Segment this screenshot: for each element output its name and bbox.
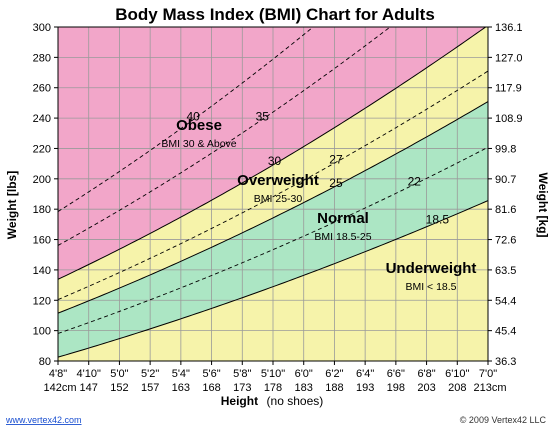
bmi-dashed-line xyxy=(58,70,488,301)
x-axis-title-main: Height xyxy=(221,394,258,408)
x-tick-label-cm: 152 xyxy=(110,382,128,394)
underweight-range: BMI < 18.5 xyxy=(405,281,456,293)
x-tick-label-ft: 5'4" xyxy=(172,368,190,380)
x-tick-label-cm: 198 xyxy=(387,382,405,394)
x-tick-label-cm: 147 xyxy=(80,382,98,394)
bmi-line-label: 22 xyxy=(408,174,422,188)
axes: 80 100 120 140 160 180 200 220 240 260 280 300 36.3 4… xyxy=(33,22,523,394)
obese-range: BMI 30 & Above xyxy=(161,138,236,150)
x-axis-title-note: (no shoes) xyxy=(267,394,324,408)
x-tick-label-ft: 6'0" xyxy=(295,368,313,380)
obese-region xyxy=(58,27,486,280)
chart-title: Body Mass Index (BMI) Chart for Adults xyxy=(115,5,435,24)
x-tick-label-ft: 4'10" xyxy=(77,368,101,380)
x-tick-label-cm: 183 xyxy=(295,382,313,394)
y-axis-right-title: Weight [kg] xyxy=(536,172,550,237)
y-tick-label-right: 99.8 xyxy=(495,143,516,155)
y-tick-label-right: 108.9 xyxy=(495,113,523,125)
y-tick-label-right: 36.3 xyxy=(495,356,516,368)
x-tick-label-ft: 7'0" xyxy=(479,368,497,380)
y-tick-label-left: 140 xyxy=(33,265,51,277)
bmi-line-label: 27 xyxy=(329,152,343,166)
x-tick-label-cm: 208 xyxy=(448,382,466,394)
bmi-dashed-line xyxy=(58,27,314,212)
bmi-line-label: 25 xyxy=(329,176,343,190)
x-tick-label-ft: 5'2" xyxy=(141,368,159,380)
y-tick-label-right: 63.5 xyxy=(495,265,516,277)
x-tick-label-ft: 6'2" xyxy=(325,368,343,380)
bmi-lines xyxy=(58,27,488,358)
x-tick-label-ft: 6'8" xyxy=(417,368,435,380)
y-axis-left-title: Weight [lbs] xyxy=(5,171,19,239)
y-tick-label-left: 120 xyxy=(33,295,51,307)
bmi-boundary-line xyxy=(58,200,488,358)
x-tick-label-cm: 178 xyxy=(264,382,282,394)
x-tick-label-ft: 5'10" xyxy=(261,368,285,380)
region-labels: Obese BMI 30 & Above Overweight BMI 25-30 No… xyxy=(161,117,476,293)
y-tick-label-right: 117.9 xyxy=(495,83,522,95)
y-tick-label-left: 240 xyxy=(33,113,51,125)
x-tick-label-cm: 193 xyxy=(356,382,374,394)
x-tick-label-cm: 173 xyxy=(233,382,251,394)
y-tick-label-right: 72.6 xyxy=(495,235,516,247)
x-tick-label-cm: 168 xyxy=(202,382,220,394)
copyright-text: © 2009 Vertex42 LLC xyxy=(460,415,547,425)
underweight-label: Underweight xyxy=(386,260,477,277)
vertex42-link[interactable]: www.vertex42.com xyxy=(5,415,82,425)
x-tick-label-cm: 142cm xyxy=(43,382,76,394)
obese-label: Obese xyxy=(176,117,222,134)
y-tick-label-left: 220 xyxy=(33,143,51,155)
y-tick-label-right: 54.4 xyxy=(495,295,516,307)
x-tick-label-cm: 157 xyxy=(141,382,159,394)
y-tick-label-left: 300 xyxy=(33,22,51,34)
x-tick-label-ft: 6'10" xyxy=(445,368,469,380)
y-tick-label-left: 180 xyxy=(33,204,51,216)
y-tick-label-left: 280 xyxy=(33,52,51,64)
y-tick-label-left: 80 xyxy=(39,356,51,368)
y-tick-label-left: 200 xyxy=(33,174,51,186)
x-tick-label-cm: 163 xyxy=(172,382,190,394)
overweight-range: BMI 25-30 xyxy=(254,193,303,205)
x-tick-label-ft: 5'0" xyxy=(110,368,128,380)
bmi-line-labels: 40 35 30 27 25 22 18.5 xyxy=(186,109,450,226)
bmi-line-label: 40 xyxy=(186,110,200,124)
x-tick-label-ft: 4'8" xyxy=(49,368,67,380)
y-tick-label-right: 90.7 xyxy=(495,174,516,186)
grid-lines xyxy=(58,27,488,361)
y-tick-label-right: 81.6 xyxy=(495,204,516,216)
bmi-dashed-line xyxy=(58,146,488,334)
x-axis-title: Height (no shoes) xyxy=(221,392,324,409)
y-tick-label-left: 260 xyxy=(33,83,51,95)
x-tick-label-cm: 203 xyxy=(417,382,435,394)
y-tick-label-right: 127.0 xyxy=(495,52,523,64)
x-tick-label-ft: 6'4" xyxy=(356,368,374,380)
overweight-label: Overweight xyxy=(237,172,319,189)
bmi-boundary-line xyxy=(58,27,487,280)
y-tick-label-left: 160 xyxy=(33,235,51,247)
bmi-line-label: 35 xyxy=(256,109,270,123)
x-tick-label-cm: 188 xyxy=(325,382,343,394)
normal-range: BMI 18.5-25 xyxy=(314,231,371,243)
y-tick-label-right: 45.4 xyxy=(495,326,516,338)
x-tick-label-ft: 5'8" xyxy=(233,368,251,380)
normal-label: Normal xyxy=(317,210,369,227)
bmi-line-label: 30 xyxy=(268,154,282,168)
y-tick-label-right: 136.1 xyxy=(495,22,523,34)
bmi-dashed-line xyxy=(58,27,391,246)
x-tick-label-cm: 213cm xyxy=(473,382,506,394)
bmi-boundary-line xyxy=(58,101,488,314)
x-tick-label-ft: 5'6" xyxy=(202,368,220,380)
underweight-region xyxy=(58,200,488,361)
x-tick-label-ft: 6'6" xyxy=(387,368,405,380)
y-tick-label-left: 100 xyxy=(33,326,51,338)
bmi-line-label: 18.5 xyxy=(426,212,450,226)
